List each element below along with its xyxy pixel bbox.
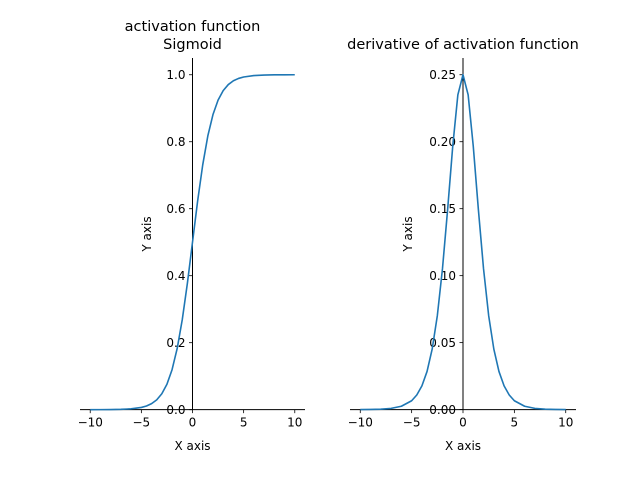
y-tick-label: 0.6 (166, 202, 185, 216)
y-tick-label: 0.2 (166, 336, 185, 350)
derivative-subplot: derivative of activation function −10 −5 0 5… (347, 37, 579, 453)
x-tick-label: 5 (511, 416, 519, 430)
x-tick-label: 5 (240, 416, 248, 430)
y-tick-label: 0.25 (429, 68, 456, 82)
y-tick-label: 0.05 (429, 336, 456, 350)
x-axis-label: X axis (445, 439, 481, 453)
y-axis-label: Y axis (140, 216, 154, 252)
y-tick-label: 0.4 (166, 269, 185, 283)
x-tick-label: −10 (348, 416, 373, 430)
x-tick-label: −10 (78, 416, 103, 430)
x-axis-label: X axis (174, 439, 210, 453)
y-tick-label: 0.15 (429, 202, 456, 216)
x-tick-label: 10 (287, 416, 302, 430)
y-tick-label: 0.0 (166, 403, 185, 417)
series-line (360, 73, 566, 411)
y-axis-label: Y axis (401, 216, 415, 252)
chart-title: activation function (125, 19, 261, 35)
x-tick-label: −5 (133, 416, 151, 430)
x-tick-label: 0 (459, 416, 467, 430)
y-tick-label: 0.00 (429, 403, 456, 417)
sigmoid-subplot: activation function Sigmoid −10 −5 0 5 10 0.0 0.… (78, 19, 305, 453)
y-tick-label: 0.8 (166, 135, 185, 149)
y-tick-label: 0.20 (429, 135, 456, 149)
x-tick-label: 0 (189, 416, 197, 430)
x-tick-label: −5 (403, 416, 421, 430)
chart-title: derivative of activation function (347, 37, 579, 53)
chart-title: Sigmoid (163, 37, 222, 53)
y-tick-label: 1.0 (166, 68, 185, 82)
x-tick-label: 10 (558, 416, 573, 430)
y-tick-label: 0.10 (429, 269, 456, 283)
series-line (90, 73, 295, 411)
